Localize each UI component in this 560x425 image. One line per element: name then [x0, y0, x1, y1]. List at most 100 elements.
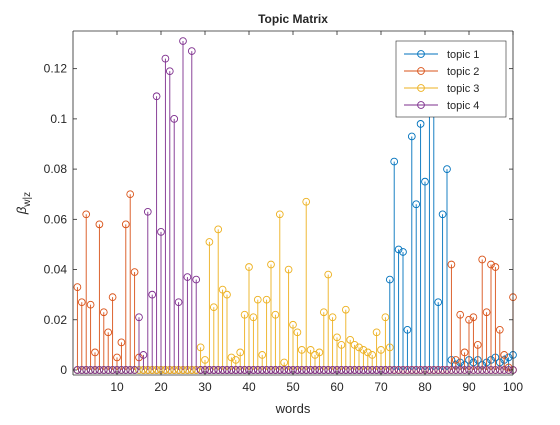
stem-marker [135, 313, 143, 322]
stem-marker [223, 290, 231, 299]
stem-marker [451, 366, 460, 374]
stem-marker [148, 290, 157, 299]
legend-item: topic 4 [404, 100, 479, 112]
stem-marker [390, 157, 399, 166]
stem-marker [258, 351, 267, 359]
stem-marker [487, 366, 495, 374]
stem-marker [99, 366, 108, 374]
stem-marker [183, 273, 192, 281]
stem-marker [209, 366, 218, 374]
x-ticks: 10 20 30 40 50 60 70 80 90 100 [110, 31, 523, 394]
stem-marker [126, 366, 135, 374]
x-tick-label: 40 [242, 380, 256, 394]
stem-marker [319, 308, 328, 317]
stem-marker [478, 255, 487, 264]
legend-label: topic 1 [447, 49, 479, 61]
y-axis-label: βw|z [14, 192, 33, 215]
stem-marker [214, 225, 223, 234]
stem-marker [469, 366, 478, 374]
x-tick-label: 100 [503, 380, 523, 394]
stem-marker [157, 228, 165, 236]
stem-marker [262, 366, 271, 374]
stem-marker [302, 197, 311, 206]
stem-marker [394, 245, 403, 254]
y-tick-label: 0.04 [44, 263, 68, 277]
stem-marker [82, 366, 91, 374]
stem-marker [429, 366, 438, 374]
stem-marker [209, 303, 218, 312]
stem-marker [271, 310, 280, 319]
stem-marker [284, 265, 293, 274]
stem-marker [121, 366, 130, 374]
x-tick-label: 20 [154, 380, 168, 394]
stem-marker [412, 366, 421, 374]
stem-marker [456, 310, 465, 319]
stem-marker [456, 366, 465, 374]
stem-marker [108, 366, 117, 374]
stem-marker [315, 348, 324, 357]
stem-marker [262, 295, 271, 304]
stem-marker [121, 220, 130, 229]
stem-marker [231, 366, 240, 374]
stem-marker [359, 346, 368, 354]
stem-marker [394, 366, 403, 374]
stem-marker [267, 260, 275, 269]
stem-marker [227, 366, 236, 374]
stem-marker [77, 366, 86, 374]
stem-marker [86, 300, 95, 309]
stem-marker [223, 366, 231, 374]
stem-marker [91, 366, 99, 374]
y-tick-label: 0 [60, 363, 67, 377]
stem-marker [385, 343, 394, 352]
x-tick-label: 80 [418, 380, 432, 394]
legend-item: topic 3 [404, 83, 479, 95]
stem-marker [302, 366, 311, 374]
stem-marker [337, 341, 346, 349]
legend-label: topic 2 [447, 66, 479, 78]
stem-marker [139, 351, 148, 359]
stem-marker [438, 210, 447, 219]
stem-marker [337, 366, 346, 374]
stem-marker [372, 328, 381, 337]
stem-marker [293, 328, 302, 337]
stem-marker [412, 200, 421, 209]
stem-marker [258, 366, 267, 374]
stem-marker [196, 366, 205, 374]
x-tick-label: 60 [330, 380, 344, 394]
stem-marker [245, 263, 253, 271]
stem-marker [161, 54, 170, 63]
stem-marker [500, 366, 509, 374]
stem-marker [240, 310, 249, 319]
stem-marker [130, 366, 139, 374]
stem-marker [381, 366, 390, 374]
stem-marker [355, 366, 363, 374]
stem-marker [385, 366, 394, 374]
legend-marker [417, 67, 425, 75]
stem-marker [201, 356, 209, 364]
stem-marker [377, 346, 385, 354]
stem-marker [143, 207, 152, 216]
stem-marker [473, 366, 482, 374]
stem-marker [324, 270, 333, 279]
stem-marker [289, 320, 297, 329]
stem-marker [170, 115, 179, 123]
stem-marker [297, 366, 306, 374]
stem-marker [236, 366, 245, 374]
stem-marker [95, 220, 104, 229]
stem-marker [363, 348, 372, 357]
stem-marker [108, 293, 117, 302]
stem-marker [240, 366, 249, 374]
stem-marker [280, 358, 289, 367]
stem-marker [350, 366, 359, 374]
stem-marker [104, 328, 113, 337]
stem-marker [407, 132, 416, 141]
stem-marker [284, 366, 293, 374]
stem-marker [350, 341, 359, 349]
stem-marker [104, 366, 113, 374]
x-tick-label: 10 [110, 380, 124, 394]
stem-marker [253, 295, 262, 304]
stem-marker [77, 298, 86, 307]
stem-marker [451, 356, 460, 364]
stem-marker [346, 335, 355, 344]
stem-marker [368, 366, 377, 374]
